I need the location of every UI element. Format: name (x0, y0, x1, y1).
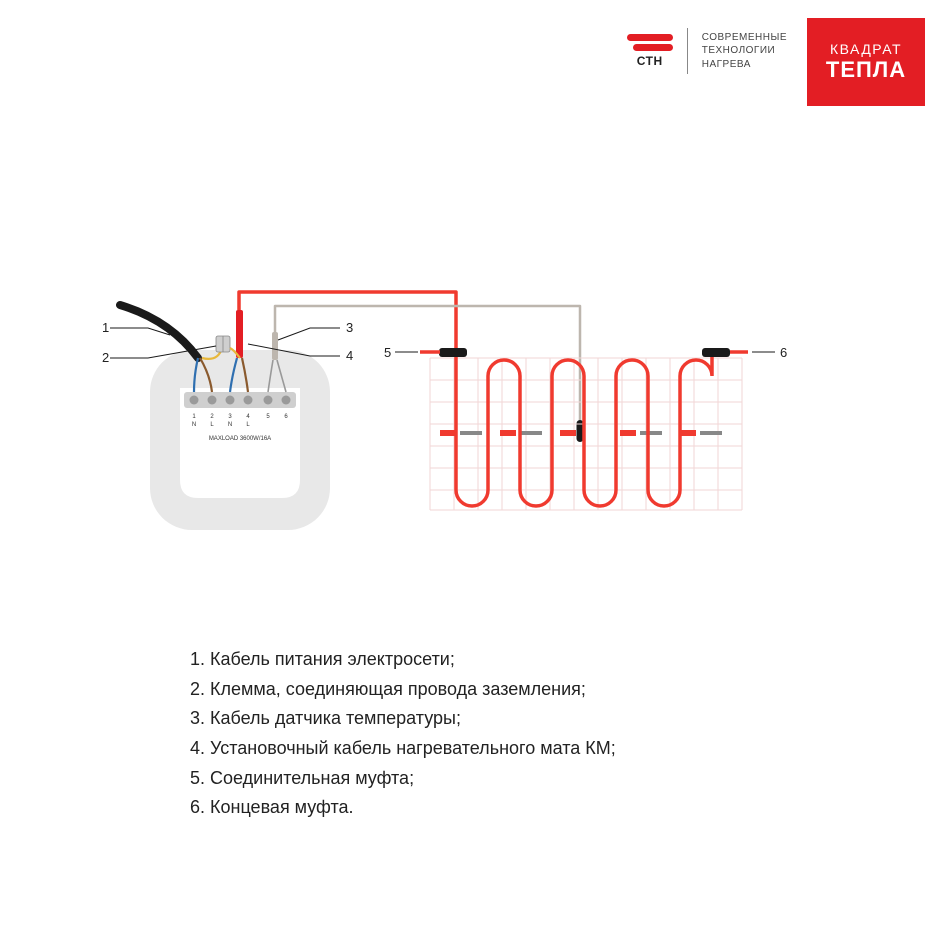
svg-text:2: 2 (102, 350, 109, 365)
serpentine-cable (456, 352, 712, 506)
badge-line1: КВАДРАТ (830, 41, 902, 57)
legend-item: 1. Кабель питания электросети; (190, 645, 770, 675)
logo-bars-icon (627, 34, 673, 52)
wiring-diagram: 1 N 2 L 3 N 4 L 5 6 MAXLOAD 3600W/16A (140, 280, 780, 560)
logo-divider (687, 28, 688, 74)
page-header: СТН СОВРЕМЕННЫЕ ТЕХНОЛОГИИ НАГРЕВА КВАДР… (627, 18, 925, 106)
logo-tagline: СОВРЕМЕННЫЕ ТЕХНОЛОГИИ НАГРЕВА (702, 31, 787, 72)
badge-line2: ТЕПЛА (826, 57, 906, 83)
svg-text:N: N (192, 422, 196, 428)
ground-clamp (216, 336, 230, 352)
legend-item: 5. Соединительная муфта; (190, 764, 770, 794)
thermostat-box: 1 N 2 L 3 N 4 L 5 6 MAXLOAD 3600W/16A (150, 350, 330, 530)
logo-mark: СТН (627, 34, 673, 68)
legend-list: 1. Кабель питания электросети; 2. Клемма… (190, 645, 770, 823)
svg-text:1: 1 (102, 320, 109, 335)
brand-logo: СТН СОВРЕМЕННЫЕ ТЕХНОЛОГИИ НАГРЕВА (627, 18, 787, 74)
svg-text:N: N (228, 422, 232, 428)
legend-item: 2. Клемма, соединяющая провода заземлени… (190, 675, 770, 705)
end-sleeve (702, 348, 748, 357)
legend-item: 3. Кабель датчика температуры; (190, 704, 770, 734)
connection-sleeve (420, 348, 467, 357)
brand-badge: КВАДРАТ ТЕПЛА (807, 18, 925, 106)
svg-text:4: 4 (346, 348, 353, 363)
svg-text:3: 3 (346, 320, 353, 335)
heating-mat (430, 358, 742, 510)
legend-item: 6. Концевая муфта. (190, 793, 770, 823)
svg-text:MAXLOAD 3600W/16A: MAXLOAD 3600W/16A (209, 436, 271, 442)
legend-item: 4. Установочный кабель нагревательного м… (190, 734, 770, 764)
logo-label: СТН (637, 54, 663, 68)
svg-text:6: 6 (780, 345, 787, 360)
svg-text:5: 5 (384, 345, 391, 360)
